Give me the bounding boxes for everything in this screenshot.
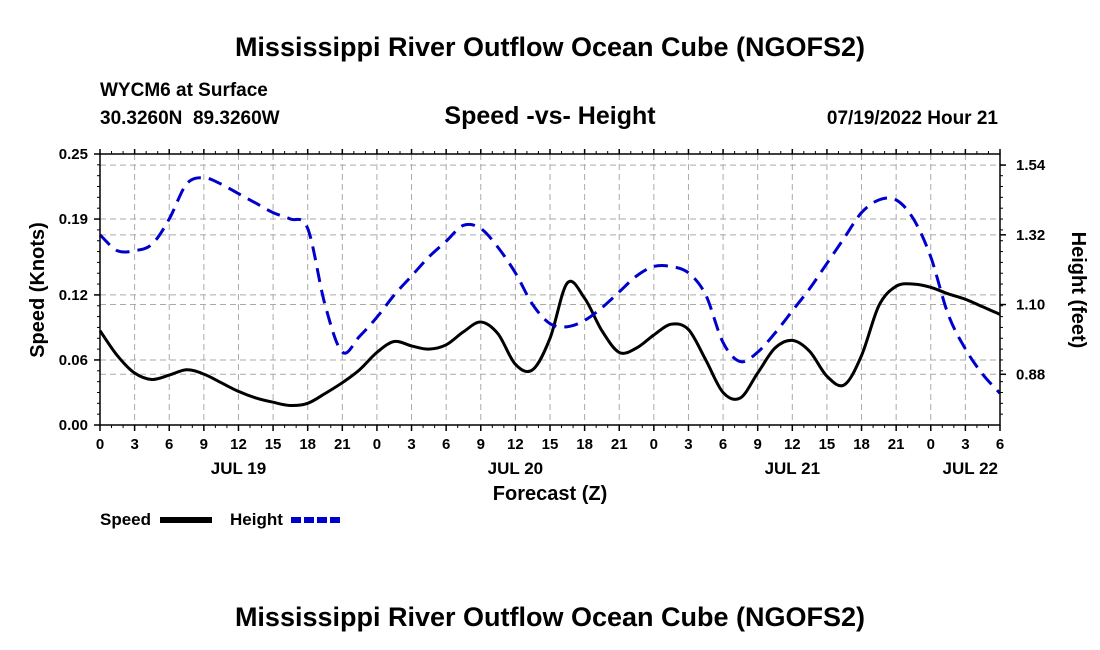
series-line-height <box>98 176 1002 395</box>
y-tick-label: 0.25 <box>59 146 88 163</box>
x-date-label: JUL 20 <box>488 459 543 478</box>
x-tick-label: 6 <box>442 436 450 453</box>
x-date-label: JUL 19 <box>211 459 266 478</box>
x-tick-label: 3 <box>961 436 969 453</box>
x-date-label: JUL 21 <box>765 459 820 478</box>
x-tick-label: 0 <box>373 436 381 453</box>
y-axis-label: Speed (Knots) <box>27 222 49 358</box>
x-tick-label: 15 <box>542 436 559 453</box>
y-tick-label: 0.12 <box>59 287 88 304</box>
y2-axis-label: Height (feet) <box>1067 232 1089 349</box>
datetime-label: 07/19/2022 Hour 21 <box>827 108 999 129</box>
footer-title: Mississippi River Outflow Ocean Cube (NG… <box>235 602 865 632</box>
y2-tick-label: 1.10 <box>1016 297 1045 314</box>
x-tick-label: 12 <box>784 436 801 453</box>
y2-tick-label: 1.54 <box>1016 157 1046 174</box>
x-tick-label: 3 <box>407 436 415 453</box>
y-tick-label: 0.06 <box>59 352 88 369</box>
series-layer <box>98 176 1002 408</box>
x-tick-label: 9 <box>754 436 762 453</box>
x-tick-label: 3 <box>684 436 692 453</box>
x-tick-label: 12 <box>230 436 247 453</box>
x-tick-label: 9 <box>477 436 485 453</box>
x-tick-label: 0 <box>927 436 935 453</box>
x-tick-label: 18 <box>299 436 316 453</box>
legend-height-label: Height <box>230 510 283 529</box>
y-tick-label: 0.00 <box>59 417 88 434</box>
axes: 0 3 6 9 12 15 18 21 0 3 6 9 12 15 18 21 0 3 6 9 12 15 18 21 0 3 6 J… <box>59 146 1046 478</box>
x-tick-label: 12 <box>507 436 524 453</box>
page-title: Mississippi River Outflow Ocean Cube (NG… <box>235 32 865 62</box>
x-tick-label: 6 <box>719 436 727 453</box>
x-tick-label: 15 <box>265 436 282 453</box>
x-tick-label: 15 <box>819 436 836 453</box>
x-tick-label: 21 <box>888 436 905 453</box>
x-tick-label: 18 <box>576 436 593 453</box>
x-tick-label: 21 <box>611 436 628 453</box>
coords-label: 30.3260N 89.3260W <box>100 108 280 129</box>
grid <box>100 154 1000 425</box>
x-tick-label: 6 <box>165 436 173 453</box>
x-tick-label: 21 <box>334 436 351 453</box>
y2-tick-label: 0.88 <box>1016 366 1045 383</box>
station-label: WYCM6 at Surface <box>100 80 268 101</box>
x-tick-label: 9 <box>200 436 208 453</box>
x-tick-label: 0 <box>650 436 658 453</box>
y-tick-label: 0.19 <box>59 211 88 228</box>
x-tick-label: 0 <box>96 436 104 453</box>
x-axis-label: Forecast (Z) <box>493 483 607 505</box>
x-tick-label: 3 <box>130 436 138 453</box>
legend: Speed Height <box>100 510 343 529</box>
legend-speed-label: Speed <box>100 510 151 529</box>
series-line-speed <box>98 279 1001 408</box>
x-date-label: JUL 22 <box>943 459 998 478</box>
x-tick-label: 6 <box>996 436 1004 453</box>
y2-tick-label: 1.32 <box>1016 227 1045 244</box>
chart-subtitle: Speed -vs- Height <box>444 102 656 130</box>
x-tick-label: 18 <box>853 436 870 453</box>
